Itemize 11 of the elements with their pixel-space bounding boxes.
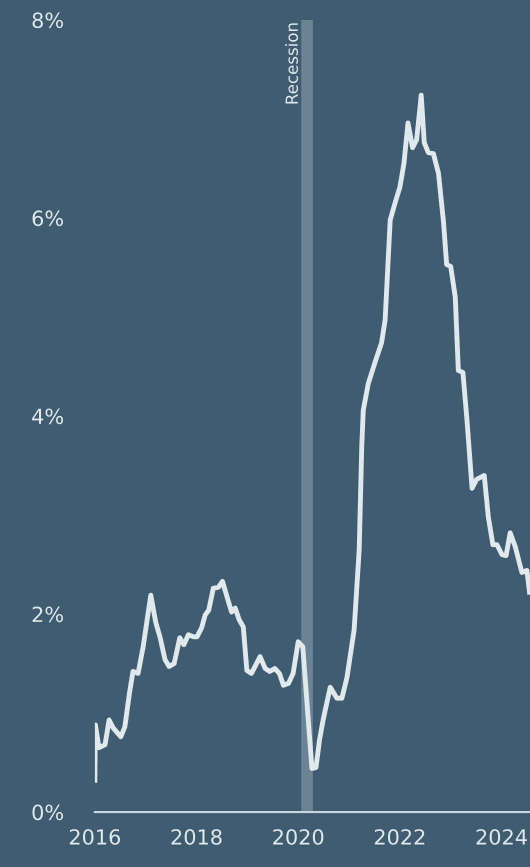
y-tick-label: 2% xyxy=(32,606,64,622)
x-tick-label: 2020 xyxy=(273,829,324,845)
y-tick-label: 0% xyxy=(32,804,64,820)
x-tick-label: 2022 xyxy=(374,829,424,845)
y-tick-label: 4% xyxy=(32,408,64,424)
x-tick-label: 2024 xyxy=(476,829,527,845)
x-tick-label: 2018 xyxy=(172,829,222,845)
band-label: Recession xyxy=(285,23,298,104)
y-tick-label: 8% xyxy=(32,12,64,28)
x-tick-label: 2016 xyxy=(70,829,120,845)
y-tick-label: 6% xyxy=(32,210,64,226)
